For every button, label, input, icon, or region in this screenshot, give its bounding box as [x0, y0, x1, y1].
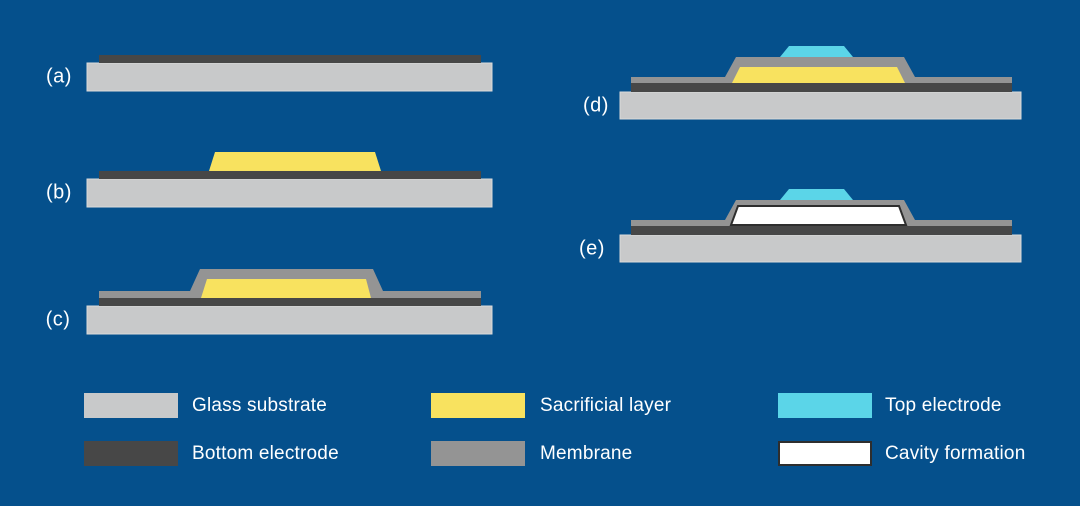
step-label-c: (c) [45, 308, 71, 331]
legend-swatch-top-electrode [778, 393, 872, 418]
legend-label-bottom-electrode: Bottom electrode [192, 443, 339, 464]
glass-substrate-shape-e [619, 234, 1022, 263]
legend-label-top-electrode: Top electrode [885, 395, 1002, 416]
glass-substrate-shape-a [86, 62, 493, 92]
bottom-electrode-shape-a [99, 55, 481, 63]
top-electrode-shape-d [780, 46, 853, 57]
legend-swatch-cavity-formation [778, 441, 872, 466]
cavity-shape-e [729, 205, 908, 226]
legend-label-membrane: Membrane [540, 443, 633, 464]
step-c-diagram [86, 269, 493, 335]
sacrificial-layer-shape-c [201, 279, 371, 298]
legend-label-glass-substrate: Glass substrate [192, 395, 327, 416]
legend-label-sacrificial-layer: Sacrificial layer [540, 395, 672, 416]
top-electrode-shape-e [780, 189, 853, 200]
glass-substrate-shape-d [619, 91, 1022, 120]
step-label-e: (e) [579, 237, 605, 260]
legend-swatch-glass-substrate [84, 393, 178, 418]
step-label-b: (b) [46, 181, 72, 204]
legend-swatch-sacrificial-layer [431, 393, 525, 418]
bottom-electrode-shape-d [631, 83, 1012, 92]
step-e-diagram [619, 189, 1022, 263]
step-d-diagram [619, 46, 1022, 120]
bottom-electrode-shape-b [99, 171, 481, 179]
step-a-diagram [86, 55, 493, 92]
glass-substrate-shape-b [86, 178, 493, 208]
bottom-electrode-shape-c [99, 298, 481, 306]
sacrificial-layer-shape-d [732, 67, 905, 83]
legend-label-cavity-formation: Cavity formation [885, 443, 1026, 464]
bottom-electrode-shape-e [631, 226, 1012, 235]
legend-swatch-bottom-electrode [84, 441, 178, 466]
legend-swatch-membrane [431, 441, 525, 466]
sacrificial-layer-shape-b [209, 152, 381, 171]
step-label-d: (d) [583, 94, 609, 117]
step-label-a: (a) [46, 65, 72, 88]
step-b-diagram [86, 152, 493, 208]
glass-substrate-shape-c [86, 305, 493, 335]
